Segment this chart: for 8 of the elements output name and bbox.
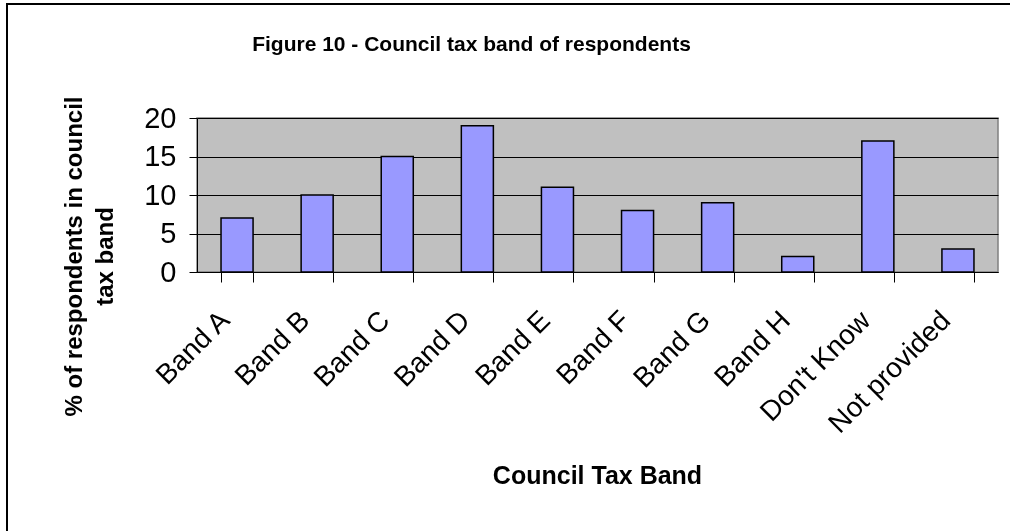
x-axis-title: Council Tax Band: [492, 460, 703, 489]
y-tick-label: 20: [144, 101, 177, 134]
y-tick-label: 0: [160, 255, 177, 288]
y-tick-label: 15: [144, 140, 177, 172]
y-axis-title: % of respondents in council tax band: [59, 96, 118, 417]
chart-title: Figure 10 - Council tax band of respondents: [252, 31, 691, 55]
y-tick-label: 10: [144, 178, 177, 211]
y-tick-label: 5: [160, 217, 177, 249]
